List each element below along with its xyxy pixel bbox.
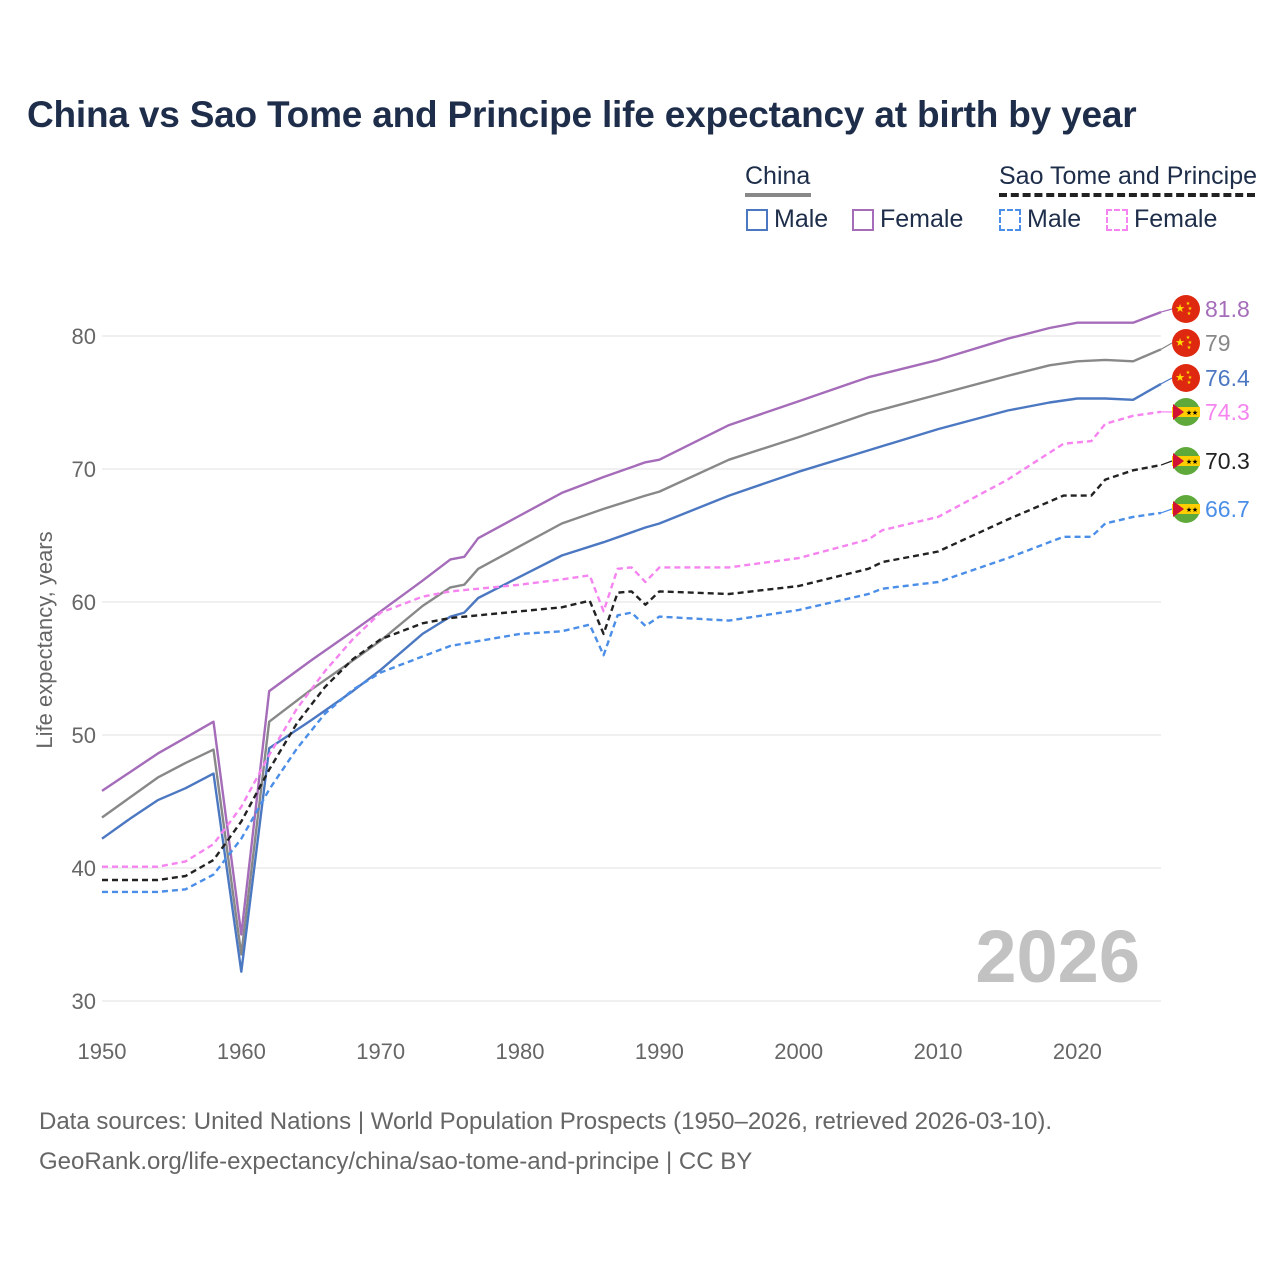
svg-text:★: ★ [1192,506,1198,514]
x-tick-label: 2000 [774,1039,823,1064]
x-tick-label: 1950 [78,1039,127,1064]
sao-tome-flag-icon: ★ ★ [1172,495,1200,523]
legend-sao-tome-male[interactable]: Male [999,205,1081,234]
chart-title: China vs Sao Tome and Principe life expe… [27,94,1137,135]
legend-china-female[interactable]: Female [852,205,963,234]
watermark-year: 2026 [975,915,1140,998]
series-line-sao-tome-and-principe-male [102,511,1162,894]
series-line-china-female [101,310,1162,936]
end-label-connector [1160,308,1173,313]
svg-text:★: ★ [1192,458,1198,466]
x-tick-label: 1960 [217,1039,266,1064]
svg-text:★: ★ [1188,306,1193,312]
legend-sao-tome-female[interactable]: Female [1106,205,1217,234]
legend-china-female-label: Female [880,205,964,233]
svg-text:★: ★ [1186,506,1192,514]
series-line-sao-tome-and-principe-both [102,463,1162,882]
china-flag-icon: ★ ★★★ [1172,329,1200,357]
y-axis-label: Life expectancy, years [32,531,57,748]
footer-url: GeoRank.org/life-expectancy/china/sao-to… [39,1148,753,1175]
svg-text:★: ★ [1175,372,1185,384]
sao-tome-flag-icon: ★ ★ [1172,398,1200,426]
china-flag-icon: ★ ★★★ [1172,295,1200,323]
y-tick-label: 60 [72,590,96,615]
svg-text:★: ★ [1186,409,1192,417]
end-value-label: 70.3 [1205,448,1250,474]
x-tick-label: 1990 [635,1039,684,1064]
svg-text:★: ★ [1192,409,1198,417]
svg-text:★: ★ [1188,375,1193,381]
legend-china-male-swatch [746,208,768,231]
end-value-label: 79 [1205,330,1231,356]
series-line-china-male [101,382,1162,973]
y-tick-label: 50 [72,723,96,748]
legend-china-male[interactable]: Male [746,205,828,234]
svg-text:★: ★ [1187,380,1192,386]
end-label-connector [1160,508,1173,514]
china-flag-icon: ★ ★★★ [1172,364,1200,392]
y-tick-label: 80 [72,324,96,349]
x-tick-label: 2010 [914,1039,963,1064]
sao-tome-flag-icon: ★ ★ [1172,447,1200,475]
legend-china-line-sample [745,193,811,197]
legend-china-female-swatch [852,208,874,231]
svg-text:★: ★ [1186,458,1192,466]
svg-text:★: ★ [1186,370,1191,376]
end-value-label: 66.7 [1205,496,1250,522]
svg-text:★: ★ [1188,340,1193,346]
svg-text:★: ★ [1175,303,1185,315]
svg-text:★: ★ [1186,335,1191,341]
end-label-connector [1160,377,1173,385]
series-line-china-both [101,348,1162,956]
y-tick-label: 40 [72,856,96,881]
y-tick-label: 70 [72,457,96,482]
svg-text:★: ★ [1187,311,1192,317]
x-tick-label: 1980 [496,1039,545,1064]
end-value-label: 76.4 [1205,365,1250,391]
x-tick-label: 2020 [1053,1039,1102,1064]
end-value-label: 74.3 [1205,399,1250,425]
legend-group-sao-tome: Sao Tome and Principe [999,162,1258,190]
legend-group-china: China [745,162,811,190]
legend-sao-tome-male-label: Male [1027,205,1082,233]
x-tick-label: 1970 [356,1039,405,1064]
end-label-connector [1160,342,1173,350]
legend-sao-tome-male-swatch [999,208,1021,231]
svg-text:★: ★ [1175,337,1185,349]
svg-text:★: ★ [1186,301,1191,307]
footer-source: Data sources: United Nations | World Pop… [39,1108,1053,1135]
legend-sao-tome-female-swatch [1106,208,1128,231]
end-value-label: 81.8 [1205,296,1250,322]
y-tick-label: 30 [72,989,96,1014]
series-line-sao-tome-and-principe-female [102,410,1162,868]
legend-sao-tome-female-label: Female [1134,205,1218,233]
legend-china-male-label: Male [774,205,829,233]
svg-text:★: ★ [1187,345,1192,351]
end-label-connector [1160,460,1173,466]
legend-sao-tome-line-sample [999,193,1255,197]
